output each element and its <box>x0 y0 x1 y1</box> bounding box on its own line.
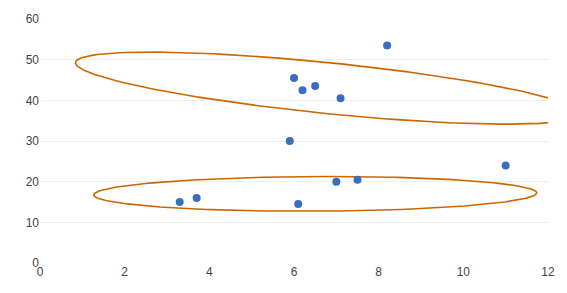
svg-text:0: 0 <box>32 256 39 270</box>
svg-text:60: 60 <box>26 12 40 26</box>
svg-text:10: 10 <box>26 216 40 230</box>
svg-text:0: 0 <box>37 265 44 279</box>
svg-text:4: 4 <box>206 265 213 279</box>
svg-text:10: 10 <box>457 265 471 279</box>
svg-text:20: 20 <box>26 175 40 189</box>
svg-text:6: 6 <box>291 265 298 279</box>
svg-text:50: 50 <box>26 53 40 67</box>
svg-text:30: 30 <box>26 134 40 148</box>
svg-text:40: 40 <box>26 94 40 108</box>
svg-text:2: 2 <box>121 265 128 279</box>
svg-text:12: 12 <box>541 265 555 279</box>
svg-text:8: 8 <box>375 265 382 279</box>
